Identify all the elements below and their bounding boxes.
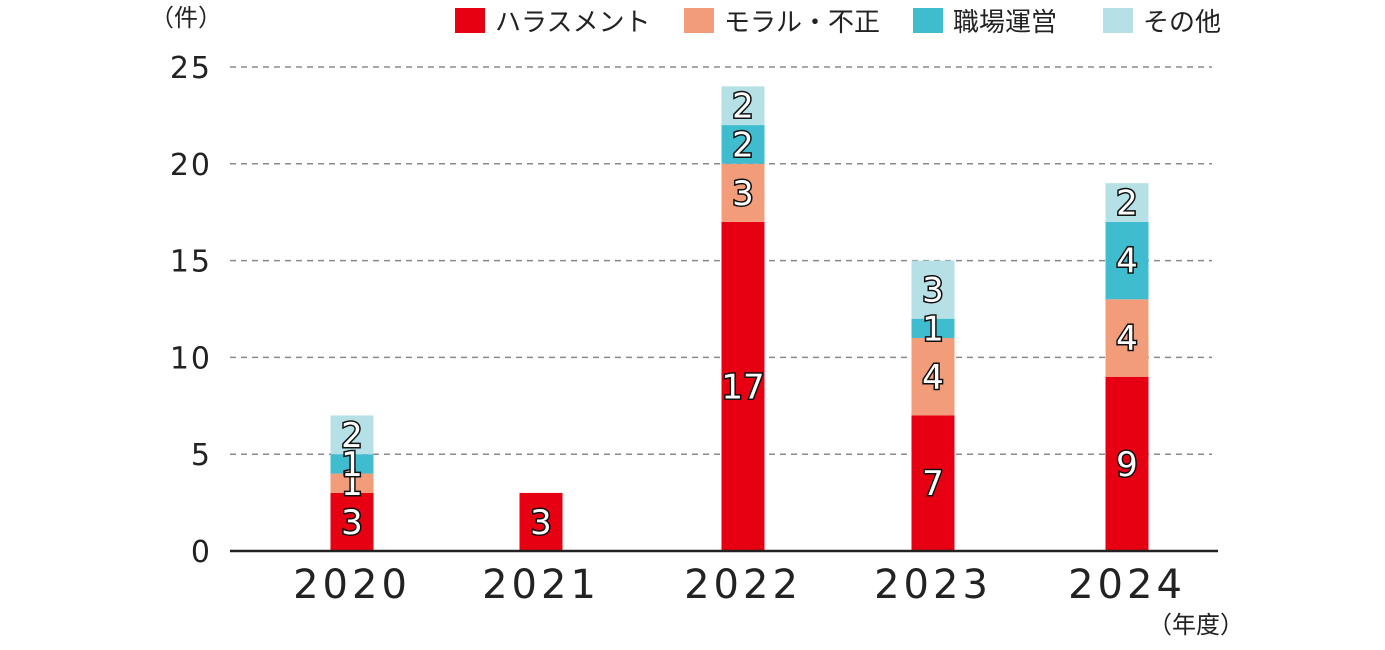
legend-swatch <box>455 8 485 33</box>
data-label: 4 <box>1116 242 1138 282</box>
bar-segment <box>911 415 955 551</box>
x-tick-label: 2021 <box>482 562 600 608</box>
data-label: 4 <box>1116 319 1138 359</box>
bar-segment <box>1105 221 1149 300</box>
legend-swatch <box>684 8 714 33</box>
legend-label: その他 <box>1143 8 1221 38</box>
legend-item: 職場運営 <box>913 8 1057 38</box>
bar-segment <box>330 473 374 493</box>
y-tick-label: 20 <box>170 148 212 183</box>
x-tick-label: 2022 <box>684 562 802 608</box>
x-tick-label: 2020 <box>293 562 411 608</box>
legend-item: モラル・不正 <box>684 8 880 38</box>
bar-segment <box>1105 299 1149 377</box>
y-tick-label: 25 <box>170 51 212 86</box>
data-label: 3 <box>530 503 552 543</box>
legend-item: ハラスメント <box>455 8 650 38</box>
bar-segment <box>330 415 374 455</box>
legend-label: ハラスメント <box>495 8 650 38</box>
data-label: 17 <box>721 367 764 407</box>
data-label: 7 <box>922 464 944 504</box>
y-unit-label: （件） <box>150 4 222 32</box>
y-tick-label: 0 <box>191 535 212 570</box>
legend-label: 職場運営 <box>953 8 1057 38</box>
bar-segment <box>911 338 955 416</box>
bar-segment <box>721 221 765 551</box>
data-label: 1 <box>341 464 363 504</box>
data-label: 3 <box>732 174 754 214</box>
data-label: 2 <box>732 125 754 165</box>
y-axis-ticks: 0 5 10 15 20 25 <box>170 51 212 570</box>
bar-segment <box>1105 376 1149 551</box>
bar-segment <box>519 492 563 551</box>
bar-segment <box>911 318 955 339</box>
legend-label: モラル・不正 <box>724 8 880 38</box>
legend-swatch <box>1103 8 1133 33</box>
gridlines <box>230 66 1212 455</box>
data-label: 3 <box>922 271 944 311</box>
x-tick-label: 2024 <box>1068 562 1186 608</box>
data-label: 4 <box>922 358 944 398</box>
data-label: 2 <box>732 87 754 127</box>
legend-swatch <box>913 8 943 33</box>
bar-segment <box>1105 183 1149 222</box>
y-tick-label: 15 <box>170 245 212 280</box>
bar-segment <box>330 454 374 474</box>
legend-item: その他 <box>1103 8 1221 38</box>
data-label: 2 <box>1116 184 1138 224</box>
bar-segment <box>721 86 765 126</box>
x-unit-label: （年度） <box>1148 611 1244 639</box>
x-axis-ticks: 2020 2021 2022 2023 2024 <box>293 562 1186 608</box>
x-tick-label: 2023 <box>874 562 992 608</box>
data-label: 1 <box>922 309 944 349</box>
bar-segment <box>911 260 955 319</box>
y-tick-label: 5 <box>191 438 212 473</box>
legend: ハラスメント モラル・不正 職場運営 その他 <box>455 8 1221 38</box>
data-label: 2 <box>341 416 363 456</box>
data-label: 3 <box>341 503 363 543</box>
data-label: 1 <box>341 445 363 485</box>
bar-segment <box>330 492 374 551</box>
data-label: 9 <box>1116 445 1138 485</box>
bars <box>330 86 1149 551</box>
y-tick-label: 10 <box>170 341 212 376</box>
bar-segment <box>721 125 765 164</box>
bar-segment <box>721 163 765 222</box>
